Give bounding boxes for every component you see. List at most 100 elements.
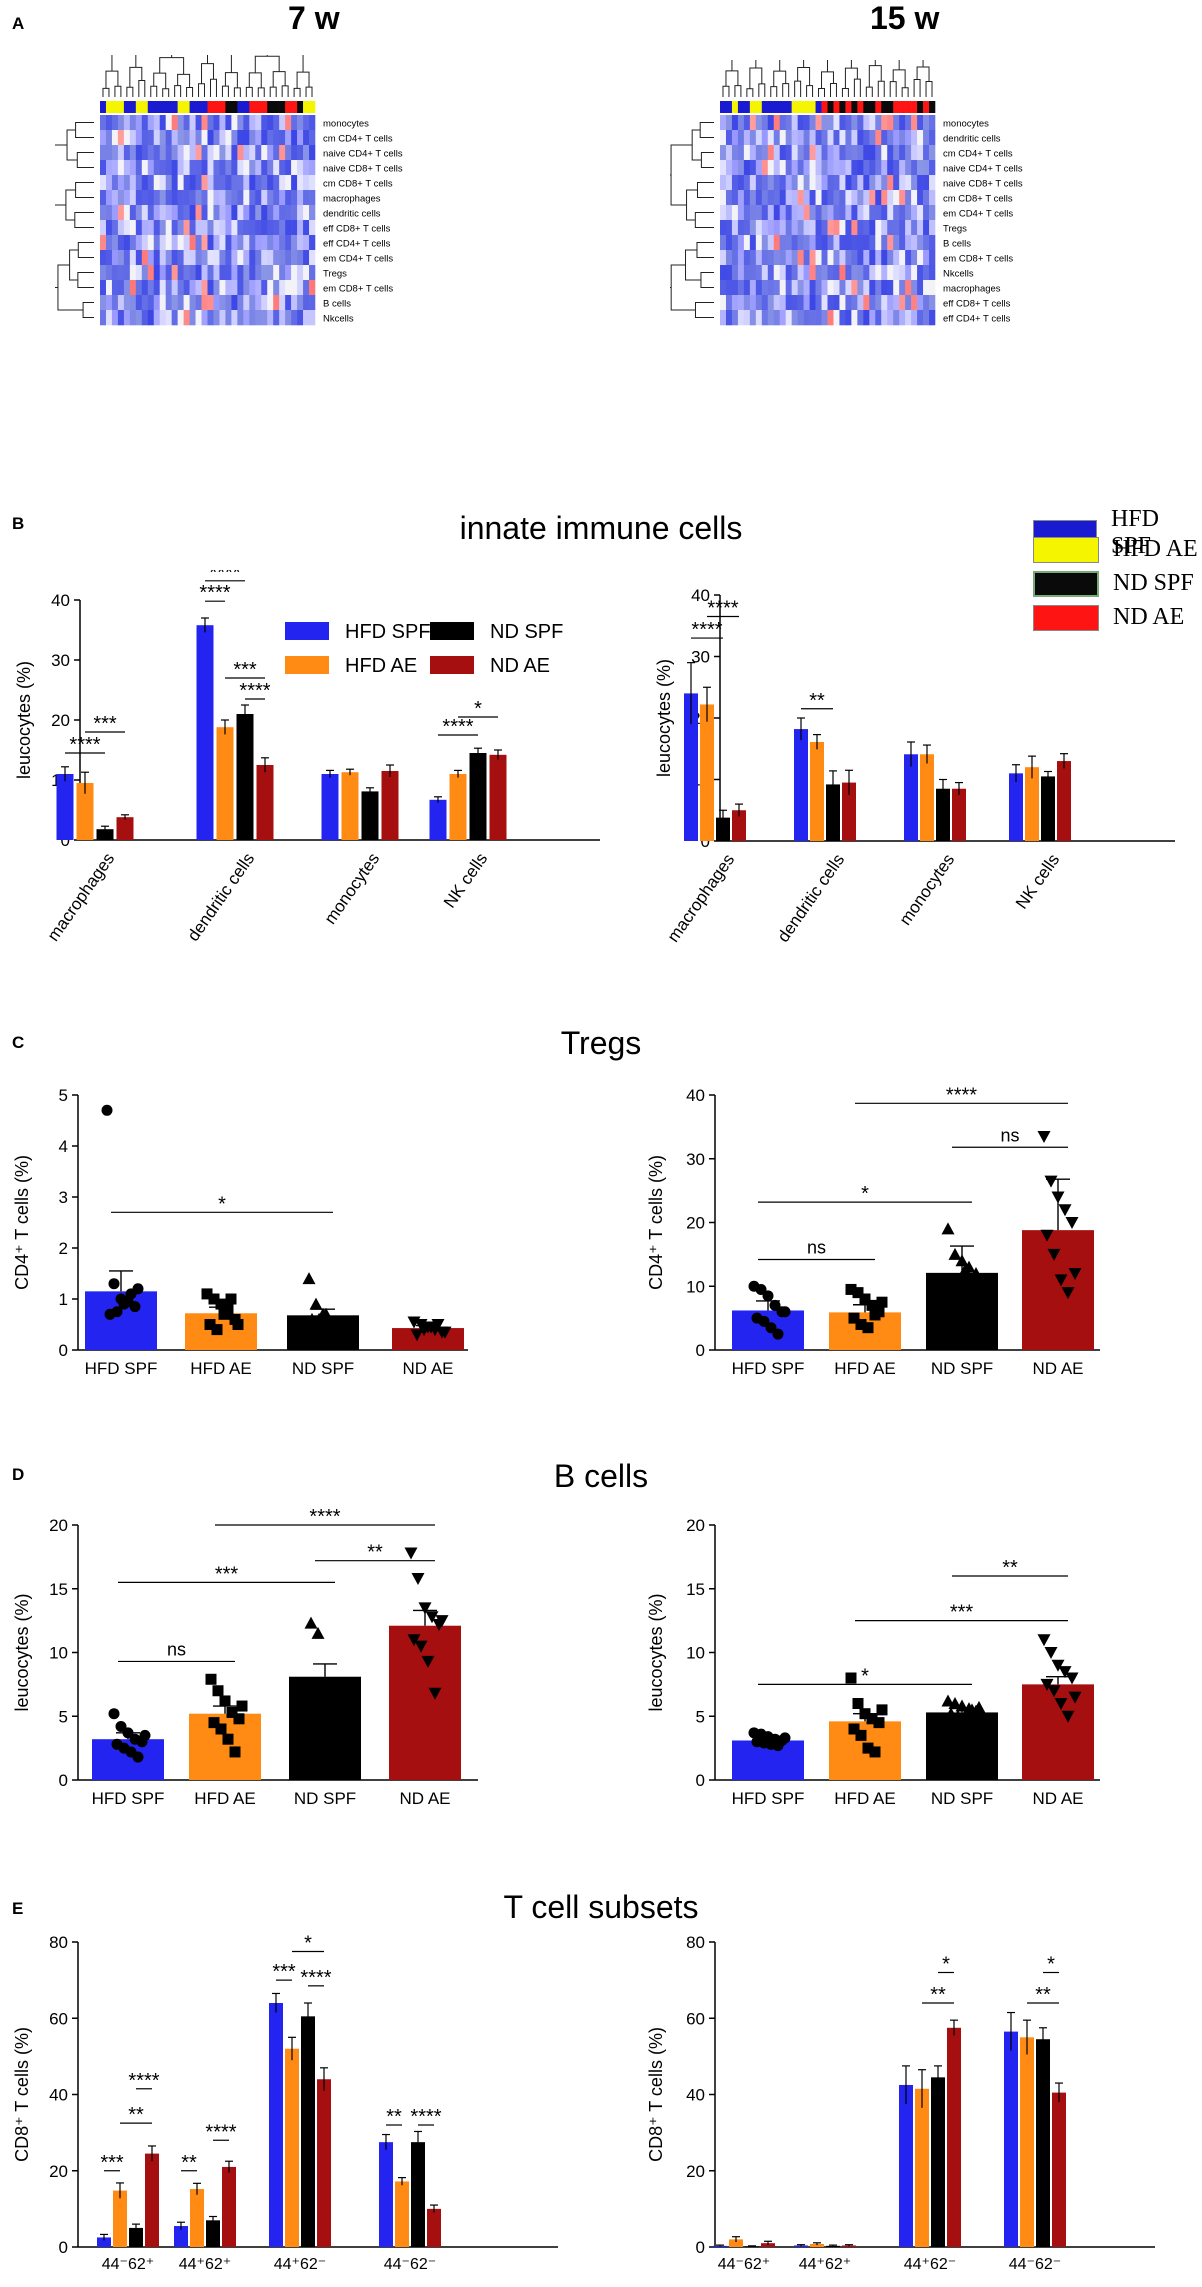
heatmap-cell <box>803 160 810 176</box>
heatmap-cell <box>165 175 172 191</box>
heatmap-cell <box>147 250 155 266</box>
heatmap-cell <box>147 160 155 176</box>
bar-hfd-spf <box>97 2237 111 2247</box>
heatmap-cell <box>720 220 727 236</box>
heatmap-cell <box>749 205 757 221</box>
heatmap-cell <box>827 250 834 266</box>
heatmap-cell <box>755 115 763 131</box>
heatmap-cell <box>893 145 900 161</box>
heatmap-cell <box>797 235 804 251</box>
heatmap-cell <box>911 310 918 326</box>
x-tick-label: HFD SPF <box>85 1359 158 1378</box>
group-color-cell <box>243 101 250 113</box>
heatmap-cell <box>171 310 178 326</box>
heatmap-cell <box>207 250 214 266</box>
heatmap-cell <box>267 280 274 296</box>
data-point <box>855 1319 867 1330</box>
y-tick-label: 30 <box>51 651 70 670</box>
heatmap-cell <box>183 220 190 236</box>
column-dendrogram <box>254 55 280 73</box>
heatmap-cell <box>899 310 906 326</box>
heatmap-cell <box>279 145 286 161</box>
heatmap-cell <box>261 160 268 176</box>
column-dendrogram <box>749 67 763 89</box>
heatmap-cell <box>213 220 220 236</box>
data-point <box>438 1326 452 1339</box>
heatmap-cell <box>767 130 775 146</box>
heatmap-cell <box>845 190 852 206</box>
group-color-cell <box>309 101 316 113</box>
heatmap-cell <box>899 235 906 251</box>
heatmap-cell <box>237 190 244 206</box>
bar-hfd-ae <box>190 2189 204 2247</box>
heatmap-cell <box>779 115 786 131</box>
heatmap-cell <box>761 310 769 326</box>
significance-bracket-label: * <box>942 1954 950 1976</box>
heatmap-cell <box>887 295 894 311</box>
data-point <box>951 1279 965 1292</box>
bar-hfd-spf <box>56 774 74 840</box>
heatmap-cell <box>857 265 864 281</box>
heatmap-cell <box>225 130 232 146</box>
heatmap-cell <box>911 190 918 206</box>
data-point <box>132 1283 144 1295</box>
heatmap-cell <box>231 145 238 161</box>
heatmap-cell <box>839 310 846 326</box>
heatmap-cell <box>851 205 858 221</box>
heatmap-cell <box>905 145 912 161</box>
data-point <box>1068 1268 1082 1280</box>
column-dendrogram <box>105 70 119 89</box>
heatmap-cell <box>761 220 769 236</box>
heatmap-cell <box>249 190 256 206</box>
heatmap-cell <box>129 220 137 236</box>
row-dendrogram <box>74 212 94 228</box>
heatmap-cell <box>743 130 751 146</box>
heatmap-cell <box>177 160 184 176</box>
heatmap-cell <box>761 265 769 281</box>
heatmap-cell <box>135 145 143 161</box>
y-tick-label: 0 <box>696 2238 705 2257</box>
heatmap-cell <box>291 145 298 161</box>
heatmap-cell <box>105 280 113 296</box>
heatmap-cell <box>791 130 798 146</box>
row-dendrogram <box>55 144 68 206</box>
heatmap-cell <box>833 250 840 266</box>
column-dendrogram <box>272 71 286 88</box>
data-point <box>309 1297 323 1310</box>
heatmap-cell <box>105 145 113 161</box>
heatmap-cell <box>243 220 250 236</box>
heatmap-row-label: monocytes <box>323 119 369 130</box>
heatmap-cell <box>737 115 745 131</box>
heatmap-cell <box>761 175 769 191</box>
row-dendrogram <box>76 152 94 168</box>
heatmap-cell <box>159 220 166 236</box>
heatmap-cell <box>231 175 238 191</box>
heatmap-cell <box>791 250 798 266</box>
group-color-cell <box>821 101 828 113</box>
heatmap-cell <box>141 295 149 311</box>
heatmap-cell <box>303 175 310 191</box>
y-tick-label: 5 <box>59 1707 68 1726</box>
heatmap-cell <box>821 115 828 131</box>
heatmap-cell <box>917 175 924 191</box>
data-point <box>233 1713 245 1725</box>
heatmap-cell <box>749 250 757 266</box>
heatmap-cell <box>309 145 316 161</box>
heatmap-cell <box>743 235 751 251</box>
bar-nd-ae <box>842 2245 856 2247</box>
column-dendrogram <box>806 85 814 97</box>
heatmap-cell <box>887 220 894 236</box>
data-point <box>139 1729 151 1741</box>
y-tick-label: 0 <box>59 1341 68 1360</box>
group-color-cell <box>100 101 107 113</box>
heatmap-cell <box>779 175 786 191</box>
heatmap-cell <box>153 160 161 176</box>
heatmap-cell <box>255 265 262 281</box>
heatmap-cell <box>749 220 757 236</box>
data-point <box>941 1694 955 1707</box>
heatmap-cell <box>929 235 936 251</box>
heatmap-cell <box>767 220 775 236</box>
heatmap-cell <box>273 160 280 176</box>
heatmap-cell <box>761 235 769 251</box>
heatmap-cell <box>123 145 131 161</box>
